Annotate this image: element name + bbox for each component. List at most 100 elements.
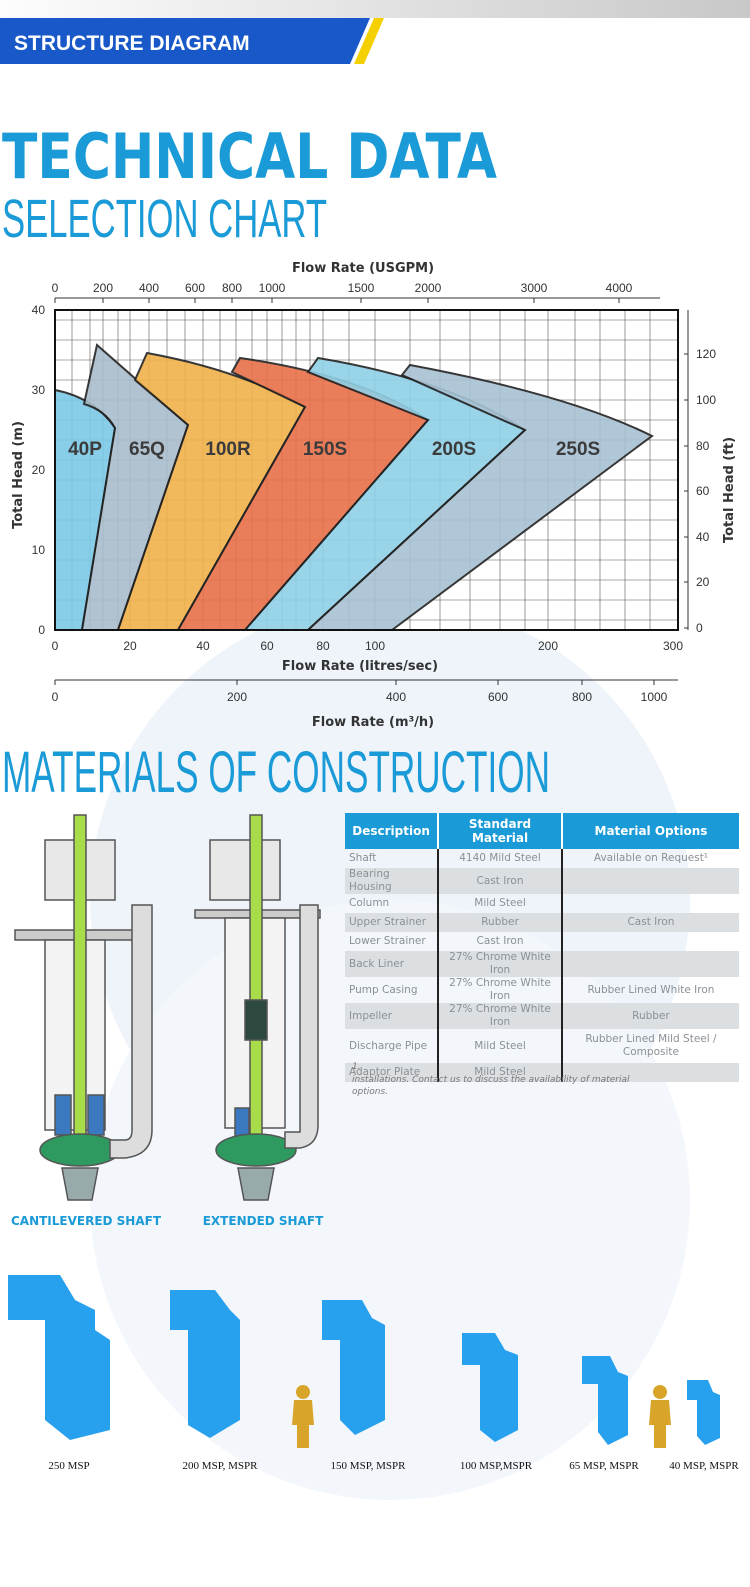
table-row: Discharge Pipe Mild Steel Rubber Lined Mil… xyxy=(345,1029,739,1063)
tick-label: 60 xyxy=(696,484,710,498)
table-cell: Column xyxy=(345,894,440,913)
table-cell: Discharge Pipe xyxy=(345,1029,440,1063)
section-subtitle: SELECTION CHART xyxy=(2,189,327,249)
tick-label: 120 xyxy=(696,347,716,361)
tick-label: 80 xyxy=(316,639,330,653)
model-label: 200 MSP, MSPR xyxy=(183,1460,259,1472)
tick-label: 40 xyxy=(32,303,46,317)
header-title: STRUCTURE DIAGRAM xyxy=(14,32,250,55)
tick-label: 200 xyxy=(227,690,247,704)
table-row: Back Liner 27% Chrome White Iron xyxy=(345,951,739,977)
selection-chart: Flow Rate (USGPM) Flow Rate (litres/sec)… xyxy=(11,261,737,730)
tick-label: 200 xyxy=(538,639,558,653)
region-label: 200S xyxy=(432,439,476,460)
model-label: 100 MSP,MSPR xyxy=(460,1460,533,1472)
table-cell: Upper Strainer xyxy=(345,913,440,932)
model-label: 65 MSP, MSPR xyxy=(569,1460,639,1472)
header-cell: Description xyxy=(345,813,440,849)
table-cell: Cast Iron xyxy=(438,932,563,951)
tick-label: 1000 xyxy=(641,690,668,704)
tick-label: 100 xyxy=(365,639,385,653)
table-cell xyxy=(561,868,739,894)
footnote-text: installations. Contact us to discuss the… xyxy=(352,1075,630,1097)
table-cell: Available on Request¹ xyxy=(593,852,709,864)
table-row: Upper Strainer Rubber Cast Iron xyxy=(345,913,739,932)
tick-label: 0 xyxy=(52,690,59,704)
model-labels: 250 MSP 200 MSP, MSPR 150 MSP, MSPR 100 MSP… xyxy=(48,1460,739,1472)
table-cell: Mild Steel xyxy=(438,1063,563,1082)
table-cell: 27% Chrome White Iron xyxy=(438,977,563,1003)
axis-title: Flow Rate (USGPM) xyxy=(292,261,434,276)
tick-label: 800 xyxy=(222,281,242,295)
plot-frame xyxy=(54,309,679,631)
table-row: Adaptor Plate Mild Steel xyxy=(345,1063,739,1082)
table-cell: Back Liner xyxy=(345,951,440,977)
table-cell: Rubber Lined White Iron xyxy=(587,983,715,996)
table-cell: 27% Chrome White Iron xyxy=(438,1003,563,1029)
section-title: TECHNICAL DATA xyxy=(2,120,497,193)
table-cell: Pump Casing xyxy=(345,977,440,1003)
region-label: 100R xyxy=(205,439,251,460)
axis-title: Total Head (m) xyxy=(11,421,26,529)
table-cell: Bearing Housing xyxy=(345,868,440,894)
model-label: 250 MSP xyxy=(48,1460,89,1472)
table-cell xyxy=(562,932,739,951)
tick-label: 0 xyxy=(52,639,59,653)
table-cell: Rubber Lined Mild Steel / Composite xyxy=(585,1033,717,1058)
tick-label: 2000 xyxy=(415,281,442,295)
table-cell: Shaft xyxy=(345,849,440,868)
tick-label: 40 xyxy=(696,530,710,544)
tick-label: 30 xyxy=(32,383,46,397)
table-cell: Cast Iron xyxy=(438,868,563,894)
table-cell: Rubber xyxy=(561,1003,739,1029)
pump-silhouettes xyxy=(8,1275,720,1445)
axis-title: Flow Rate (m³/h) xyxy=(312,715,434,730)
table-cell: 4140 Mild Steel xyxy=(438,849,563,868)
tick-label: 400 xyxy=(386,690,406,704)
header-stripe xyxy=(354,18,384,64)
tick-label: 800 xyxy=(572,690,592,704)
pump-illustration xyxy=(14,814,321,1201)
axis-title: Flow Rate (litres/sec) xyxy=(282,659,438,674)
table-cell: Impeller xyxy=(345,1003,440,1029)
table-row: Lower Strainer Cast Iron xyxy=(345,932,739,951)
region-label: 65Q xyxy=(129,439,165,460)
table-cell: Lower Strainer xyxy=(345,932,440,951)
model-label: 150 MSP, MSPR xyxy=(331,1460,407,1472)
footnote-mark: 1. xyxy=(352,1062,361,1072)
tick-label: 0 xyxy=(38,623,45,637)
tick-label: 4000 xyxy=(606,281,633,295)
table-row: Impeller 27% Chrome White Iron Rubber xyxy=(345,1003,739,1029)
table-cell: Mild Steel xyxy=(438,894,563,913)
human-figures xyxy=(292,1385,671,1448)
table-cell xyxy=(561,951,739,977)
table-row: Shaft 4140 Mild Steel Available on Request… xyxy=(345,849,739,868)
table-header: Description Standard Material Material O… xyxy=(345,813,739,849)
tick-label: 200 xyxy=(93,281,113,295)
tick-label: 1000 xyxy=(259,281,286,295)
table-cell: Adaptor Plate xyxy=(345,1063,440,1082)
tick-label: 60 xyxy=(260,639,274,653)
section-title: MATERIALS OF CONSTRUCTION xyxy=(2,740,550,805)
tick-label: 1500 xyxy=(348,281,375,295)
region-label: 150S xyxy=(303,439,347,460)
tick-label: 600 xyxy=(488,690,508,704)
materials-table: Description Standard Material Material O… xyxy=(345,813,739,1082)
header-tab xyxy=(0,18,370,64)
tick-label: 20 xyxy=(32,463,46,477)
pump-caption: EXTENDED SHAFT xyxy=(203,1214,324,1228)
pump-caption: CANTILEVERED SHAFT xyxy=(11,1214,162,1228)
axis-title: Total Head (ft) xyxy=(722,437,737,543)
tick-label: 3000 xyxy=(521,281,548,295)
table-row: Bearing Housing Cast Iron xyxy=(345,868,739,894)
table-cell: 27% Chrome White Iron xyxy=(438,951,563,977)
header-band xyxy=(0,0,750,18)
header-cell: Material Options xyxy=(561,813,739,849)
tick-label: 10 xyxy=(32,543,46,557)
tick-label: 600 xyxy=(185,281,205,295)
tick-label: 0 xyxy=(696,621,703,635)
tick-label: 40 xyxy=(196,639,210,653)
header-cell: Standard Material xyxy=(438,813,563,849)
